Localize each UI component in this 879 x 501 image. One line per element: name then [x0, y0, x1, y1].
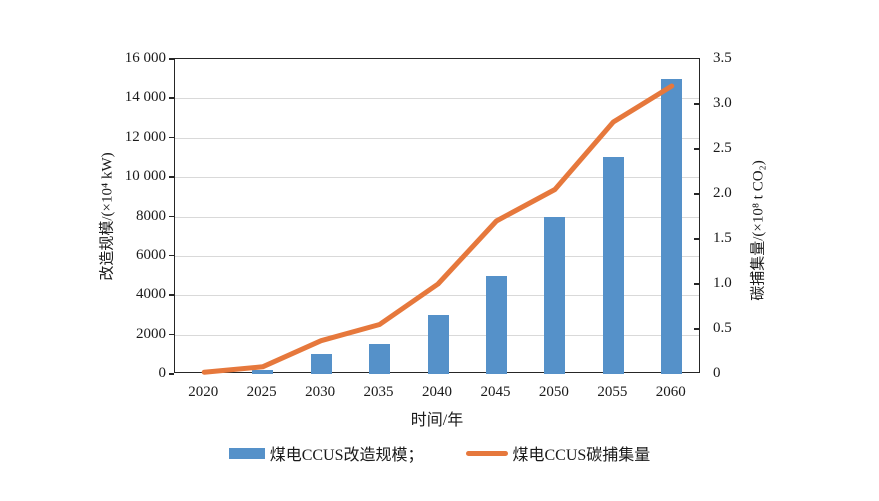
- y-axis-right-title: 碳捕集量/(×10⁸ t CO₂): [750, 159, 767, 301]
- y-axis-right-tick-label: 1.5: [713, 230, 732, 246]
- x-axis-tick-label: 2050: [538, 384, 569, 400]
- legend-line-label: 煤电CCUS碳捕集量: [512, 447, 651, 464]
- y-axis-left-tickmark: [169, 136, 174, 139]
- gridline: [175, 137, 699, 139]
- line-swatch-icon: [465, 450, 508, 456]
- y-axis-right-tickmark: [694, 193, 700, 195]
- y-axis-right-tickmark: [694, 328, 700, 330]
- y-axis-right-tick-label: 3.5: [713, 50, 732, 66]
- bar-2035: [369, 344, 391, 374]
- y-axis-right-tick-label: 1.0: [713, 275, 732, 291]
- y-axis-right-tickmark: [694, 238, 700, 240]
- y-axis-left-tickmark: [169, 58, 174, 60]
- x-axis-tick-label: 2060: [655, 384, 686, 400]
- y-axis-left-tick-label: 6000: [136, 246, 166, 263]
- y-axis-left-tick-label: 0: [158, 365, 167, 381]
- y-axis-left-tick-label: 16 000: [124, 50, 166, 66]
- bar-2030: [310, 354, 332, 374]
- y-axis-right-tick-label: 0.5: [713, 320, 732, 336]
- y-axis-left-tick-label: 8000: [136, 207, 166, 224]
- gridline: [175, 98, 699, 100]
- y-axis-left-tickmark: [169, 333, 174, 336]
- bar-2055: [602, 157, 624, 374]
- x-axis-tick-label: 2040: [422, 384, 452, 400]
- y-axis-right-tick-label: 3.0: [713, 95, 732, 111]
- x-axis-tick-label: 2035: [363, 384, 394, 400]
- bar-2025: [252, 370, 274, 374]
- y-axis-left-tick-label: 12 000: [124, 128, 166, 145]
- y-axis-left-tickmark: [169, 254, 174, 257]
- y-axis-left-tickmark: [169, 373, 174, 375]
- x-axis-title: 时间/年: [410, 412, 464, 429]
- x-axis-tick-label: 2025: [246, 384, 277, 400]
- bar-2045: [485, 275, 507, 374]
- x-axis-tick-label: 2020: [188, 384, 219, 400]
- line-path: [201, 83, 675, 375]
- y-axis-left-tick-label: 4000: [136, 286, 166, 303]
- y-axis-left-tickmark: [169, 176, 174, 178]
- y-axis-right-tickmark: [694, 283, 700, 285]
- y-axis-right-tick-label: 2.0: [713, 185, 732, 201]
- legend: 煤电CCUS改造规模； 煤电CCUS碳捕集量: [0, 441, 879, 465]
- bar-swatch-icon: [228, 447, 265, 459]
- line-series: [201, 83, 675, 375]
- legend-item-line: 煤电CCUS碳捕集量: [465, 441, 651, 465]
- bar-2050: [544, 216, 566, 374]
- y-axis-right-tick-label: 2.5: [713, 140, 732, 156]
- y-axis-left-tick-label: 10 000: [124, 168, 166, 185]
- x-axis-tick-label: 2045: [480, 384, 511, 400]
- bar-2060: [661, 78, 683, 374]
- x-axis-tick-label: 2055: [597, 384, 628, 400]
- y-axis-left-tick-label: 14 000: [124, 89, 166, 106]
- y-axis-left-tick-label: 2000: [136, 325, 166, 342]
- legend-bar-label: 煤电CCUS改造规模；: [269, 447, 424, 464]
- y-axis-left-title: 改造规模/(×10⁴ kW): [99, 151, 116, 281]
- y-axis-left-tickmark: [169, 294, 174, 296]
- y-axis-left-tickmark: [169, 215, 174, 217]
- x-axis-tick-label: 2030: [305, 384, 336, 400]
- gridline: [175, 216, 699, 218]
- gridline: [175, 177, 699, 179]
- bar-2040: [427, 314, 449, 374]
- y-axis-right-tickmark: [694, 103, 700, 105]
- gridline: [175, 255, 699, 257]
- y-axis-right-tick-label: 0: [713, 365, 721, 381]
- gridline: [175, 295, 699, 297]
- y-axis-right-tickmark: [694, 148, 700, 150]
- plot-area: [174, 58, 700, 375]
- y-axis-left-tickmark: [169, 97, 174, 99]
- legend-item-bar: 煤电CCUS改造规模；: [228, 441, 424, 465]
